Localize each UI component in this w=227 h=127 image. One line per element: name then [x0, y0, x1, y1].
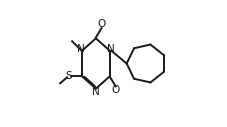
Text: O: O [112, 85, 120, 95]
Text: N: N [92, 87, 100, 97]
Text: O: O [97, 19, 106, 29]
Text: S: S [65, 71, 72, 81]
Text: N: N [77, 44, 85, 54]
Text: N: N [107, 44, 115, 54]
